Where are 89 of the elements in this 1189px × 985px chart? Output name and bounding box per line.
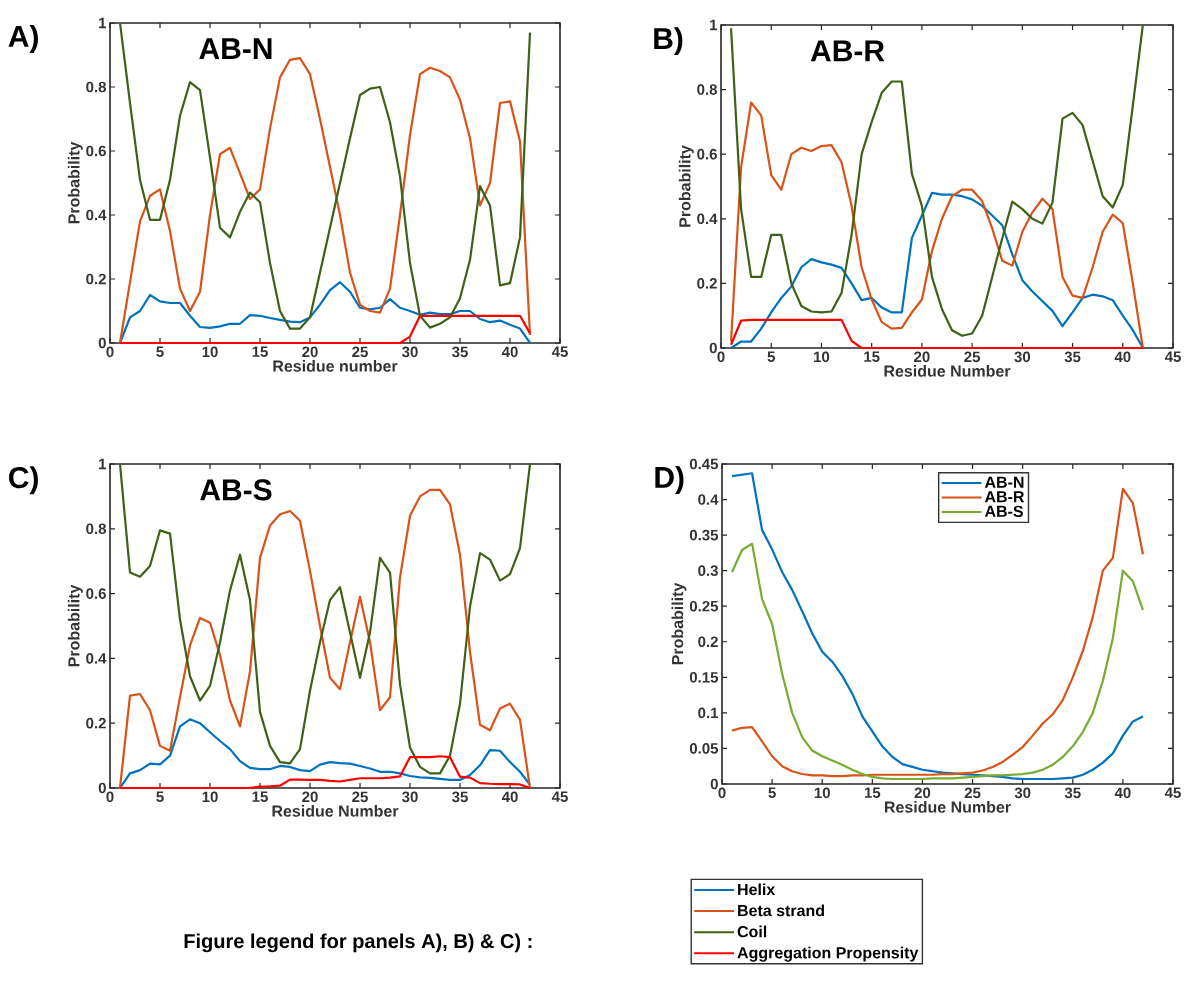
x-axis-title: Residue Number (885, 801, 1011, 813)
y-tick-label: 0.4 (86, 209, 107, 221)
y-tick-label: 1 (710, 19, 718, 31)
y-tick-label: 0.6 (697, 148, 717, 160)
legend-label: AB-S (984, 505, 1023, 518)
text: Figure legend for panels A), B) & C) : (184, 933, 532, 953)
x-axis-title: Residue Number (884, 365, 1011, 377)
x-tick-label: 25 (352, 791, 368, 803)
y-tick-label: 0.1 (698, 707, 719, 719)
x-tick-label: 15 (864, 787, 881, 798)
legend-label: Beta strand (738, 904, 824, 917)
x-tick-label: 15 (252, 791, 268, 802)
x-tick-label: 25 (352, 346, 368, 358)
y-tick-label: 0 (710, 778, 718, 790)
y-tick-label: 0.45 (689, 458, 719, 470)
line-series (118, 21, 532, 330)
x-tick-label: 35 (452, 346, 468, 358)
y-axis-title: Probability (67, 584, 83, 667)
line-series (118, 57, 532, 345)
x-axis-title: Residue Number (272, 805, 399, 817)
x-tick-label: 35 (452, 791, 468, 803)
y-tick-label: 0.8 (697, 84, 717, 95)
y-tick-label: 0.6 (86, 588, 106, 599)
legend-label: Coil (737, 925, 767, 938)
x-tick-label: 45 (1164, 351, 1181, 362)
chart-title: AB-R (810, 40, 885, 62)
x-tick-label: 30 (1014, 351, 1031, 363)
text: A) (8, 25, 38, 53)
line-series (729, 101, 1144, 350)
legend-label: AB-R (984, 491, 1025, 503)
y-tick-label: 1 (99, 17, 107, 29)
chart-title: AB-S (200, 479, 272, 501)
y-tick-label: 0.05 (689, 743, 719, 754)
text: D) (655, 466, 684, 494)
y-tick-label: 0.4 (698, 494, 719, 505)
x-tick-label: 40 (501, 346, 518, 358)
x-tick-label: 15 (252, 346, 268, 357)
x-tick-label: 30 (402, 346, 418, 358)
y-tick-label: 0.8 (86, 523, 106, 535)
line-series (118, 281, 532, 345)
x-tick-label: 5 (156, 346, 164, 357)
x-tick-label: 20 (914, 787, 931, 799)
x-tick-label: 5 (767, 351, 775, 362)
x-tick-label: 45 (551, 791, 568, 802)
x-tick-label: 35 (1064, 351, 1081, 363)
x-tick-label: 5 (768, 787, 776, 798)
text: B) (654, 27, 683, 56)
x-tick-label: 10 (814, 787, 830, 799)
x-tick-label: 30 (1014, 787, 1031, 799)
x-tick-label: 25 (964, 787, 981, 799)
x-tick-label: 40 (1114, 351, 1131, 363)
y-tick-label: 0.35 (689, 529, 719, 541)
legend-label: AB-N (984, 476, 1024, 488)
x-tick-label: 20 (302, 791, 318, 803)
x-tick-label: 15 (864, 351, 880, 362)
x-tick-label: 45 (1164, 787, 1181, 798)
x-tick-label: 40 (501, 791, 518, 803)
text: C) (9, 466, 38, 495)
x-tick-label: 40 (1114, 787, 1131, 799)
x-tick-label: 10 (814, 351, 830, 363)
x-axis-title: Residue number (273, 360, 398, 372)
y-tick-label: 0.6 (86, 145, 106, 157)
x-tick-label: 20 (302, 346, 318, 358)
chart-title: AB-N (199, 38, 272, 59)
y-axis-title: Probability (67, 141, 83, 224)
x-tick-label: 30 (402, 791, 418, 803)
x-tick-label: 5 (156, 791, 164, 802)
x-tick-label: 35 (1064, 787, 1081, 799)
y-axis-title: Probability (671, 582, 687, 665)
y-tick-label: 0.2 (86, 717, 106, 729)
x-tick-label: 45 (551, 346, 568, 357)
legend-label: Helix (738, 883, 776, 896)
y-tick-label: 0.4 (86, 653, 107, 664)
y-tick-label: 0.4 (697, 213, 718, 225)
y-tick-label: 1 (99, 458, 107, 470)
x-tick-label: 25 (964, 351, 981, 363)
x-tick-label: 10 (202, 346, 218, 358)
y-tick-label: 0.2 (697, 278, 717, 289)
legend-label: Aggregation Propensity (737, 946, 919, 962)
y-tick-label: 0.15 (689, 672, 719, 683)
y-tick-label: 0.25 (689, 600, 719, 612)
x-tick-label: 10 (202, 791, 218, 803)
x-tick-label: 20 (914, 351, 930, 363)
y-axis-title: Probability (678, 145, 694, 227)
y-tick-label: 0.3 (698, 565, 718, 576)
y-tick-label: 0.8 (86, 81, 106, 93)
y-tick-label: 0 (98, 337, 106, 349)
y-tick-label: 0.2 (86, 273, 106, 285)
y-tick-label: 0.2 (698, 636, 718, 648)
